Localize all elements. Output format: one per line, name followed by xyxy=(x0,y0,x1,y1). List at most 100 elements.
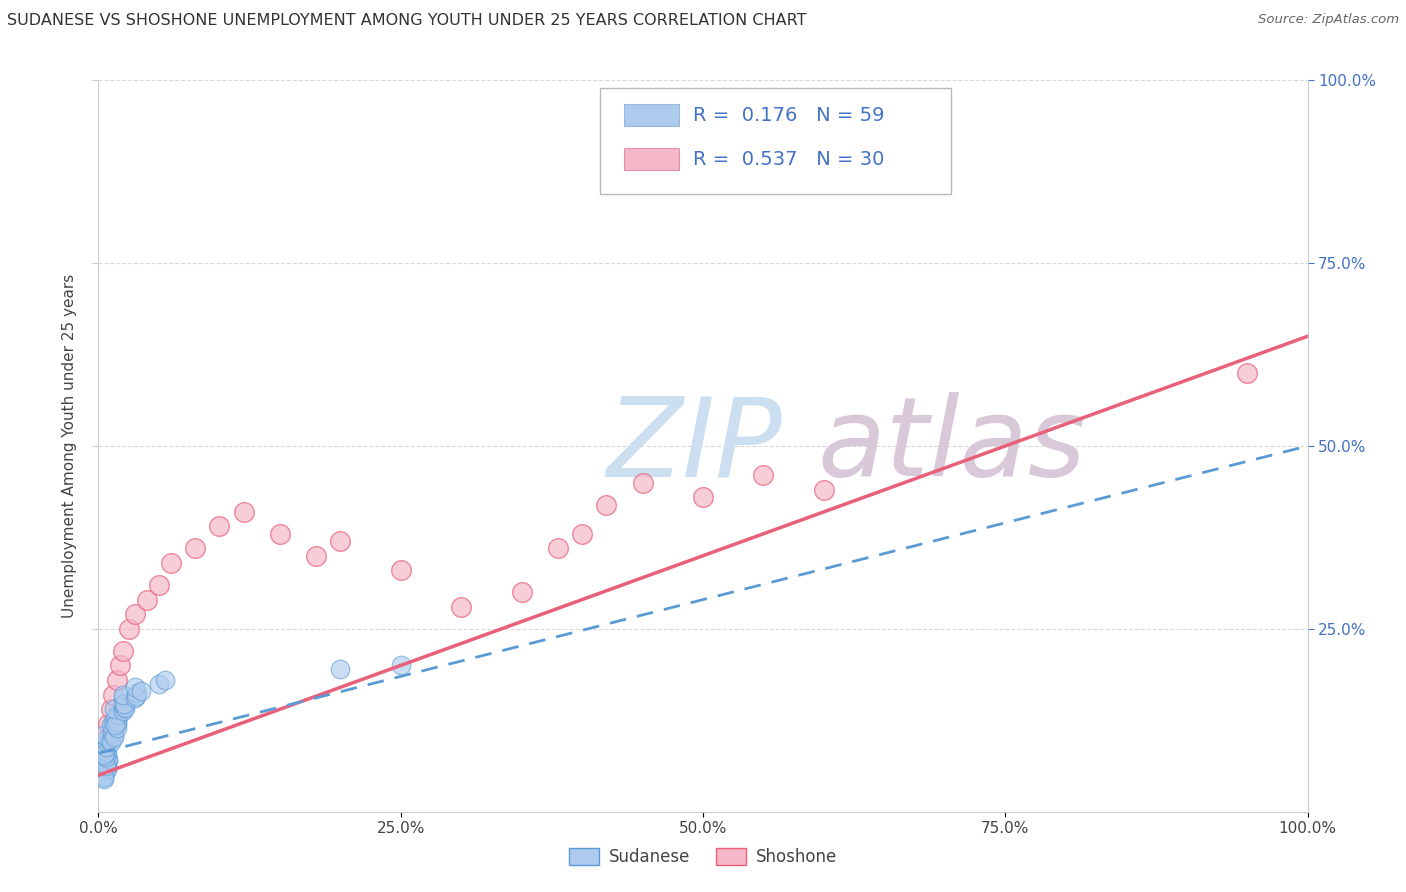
Point xyxy=(114,701,136,715)
Point xyxy=(124,607,146,622)
Point xyxy=(208,519,231,533)
Point xyxy=(96,761,118,775)
Point xyxy=(111,691,134,706)
Point xyxy=(111,644,134,658)
Point xyxy=(93,742,115,756)
Point xyxy=(269,526,291,541)
Point xyxy=(97,717,120,731)
Point xyxy=(100,725,122,739)
Point xyxy=(125,689,148,703)
Point xyxy=(104,714,127,728)
Point xyxy=(96,762,118,776)
Point xyxy=(94,759,117,773)
FancyBboxPatch shape xyxy=(624,148,679,170)
Point xyxy=(94,757,117,772)
Point xyxy=(184,541,207,556)
Point xyxy=(100,702,122,716)
Point xyxy=(100,718,122,732)
Point xyxy=(105,715,128,730)
Point xyxy=(101,715,124,730)
Text: R =  0.537   N = 30: R = 0.537 N = 30 xyxy=(693,150,884,169)
Point xyxy=(104,711,127,725)
Point xyxy=(100,721,122,735)
Point xyxy=(96,739,118,753)
Point xyxy=(101,723,124,737)
Point xyxy=(97,731,120,746)
Point xyxy=(93,768,115,782)
Point xyxy=(94,764,117,779)
Point xyxy=(112,695,135,709)
Point xyxy=(111,704,134,718)
Point xyxy=(124,691,146,706)
Point xyxy=(232,505,254,519)
Point xyxy=(112,700,135,714)
Point xyxy=(104,718,127,732)
Point xyxy=(97,752,120,766)
FancyBboxPatch shape xyxy=(624,104,679,127)
Point xyxy=(108,658,131,673)
Point xyxy=(124,681,146,695)
Legend: Sudanese, Shoshone: Sudanese, Shoshone xyxy=(562,841,844,873)
Point xyxy=(571,526,593,541)
Point xyxy=(93,747,115,762)
Point xyxy=(103,730,125,744)
Point xyxy=(111,702,134,716)
Text: ZIP: ZIP xyxy=(606,392,782,500)
Point xyxy=(510,585,533,599)
Point xyxy=(97,754,120,768)
Point xyxy=(107,706,129,720)
Point xyxy=(135,592,157,607)
Point xyxy=(631,475,654,490)
FancyBboxPatch shape xyxy=(600,87,950,194)
Point xyxy=(103,728,125,742)
Point xyxy=(389,563,412,577)
Text: SUDANESE VS SHOSHONE UNEMPLOYMENT AMONG YOUTH UNDER 25 YEARS CORRELATION CHART: SUDANESE VS SHOSHONE UNEMPLOYMENT AMONG … xyxy=(7,13,807,29)
Point xyxy=(94,749,117,764)
Point xyxy=(91,749,114,764)
Point xyxy=(100,735,122,749)
Point xyxy=(94,745,117,759)
Point xyxy=(148,578,170,592)
Point xyxy=(114,698,136,713)
Point xyxy=(389,658,412,673)
Point xyxy=(305,549,328,563)
Text: atlas: atlas xyxy=(818,392,1087,500)
Point xyxy=(450,599,472,614)
Point xyxy=(547,541,569,556)
Point xyxy=(153,673,176,687)
Point xyxy=(107,708,129,723)
Point xyxy=(129,684,152,698)
Point xyxy=(752,468,775,483)
Point xyxy=(101,724,124,739)
Point xyxy=(160,556,183,570)
Point xyxy=(93,728,115,742)
Point xyxy=(118,622,141,636)
Point xyxy=(105,717,128,731)
Point xyxy=(148,676,170,690)
Point xyxy=(127,686,149,700)
Point xyxy=(813,483,835,497)
Point xyxy=(692,490,714,504)
Point xyxy=(96,735,118,749)
Point xyxy=(93,772,115,786)
Point xyxy=(93,770,115,784)
Point xyxy=(105,721,128,735)
Point xyxy=(329,662,352,676)
Point xyxy=(96,746,118,760)
Text: R =  0.176   N = 59: R = 0.176 N = 59 xyxy=(693,106,884,125)
Point xyxy=(103,702,125,716)
Point xyxy=(100,731,122,746)
Point xyxy=(114,697,136,711)
Text: Source: ZipAtlas.com: Source: ZipAtlas.com xyxy=(1258,13,1399,27)
Point xyxy=(112,697,135,711)
Point xyxy=(105,673,128,687)
Y-axis label: Unemployment Among Youth under 25 years: Unemployment Among Youth under 25 years xyxy=(62,274,77,618)
Point xyxy=(107,709,129,723)
Point xyxy=(595,498,617,512)
Point xyxy=(329,534,352,549)
Point xyxy=(111,688,134,702)
Point xyxy=(94,731,117,746)
Point xyxy=(94,740,117,755)
Point xyxy=(1236,366,1258,380)
Point xyxy=(101,688,124,702)
